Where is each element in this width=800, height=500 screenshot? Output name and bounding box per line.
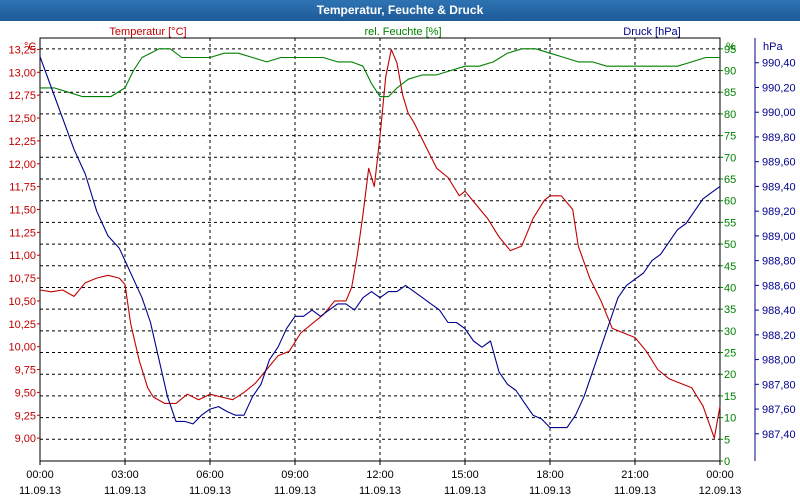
x-tick-time: 00:00 [706,469,734,481]
humidity-unit-label: % [726,41,736,53]
humidity-tick-label: 95 [724,44,736,56]
temperature-tick-label: 11,00 [9,250,36,262]
humidity-tick-label: 85 [724,87,736,99]
pressure-tick-label: 987,40 [762,429,796,441]
temperature-tick-label: 12,25 [8,136,36,148]
x-tick-date: 11.09.13 [614,485,656,497]
temperature-tick-label: 13,25 [8,44,36,56]
pressure-tick-label: 989,80 [762,132,796,144]
humidity-tick-label: 30 [724,326,736,338]
humidity-legend: rel. Feuchte [%] [364,26,441,38]
humidity-tick-label: 60 [724,196,736,208]
humidity-tick-label: 20 [724,369,736,381]
temperature-series-line [39,48,721,439]
humidity-series-line [40,48,720,98]
x-tick-date: 11.09.13 [359,485,401,497]
humidity-tick-label: 50 [724,239,736,251]
temperature-tick-label: 9,75 [15,365,36,377]
x-tick-date: 11.09.13 [189,485,231,497]
humidity-tick-label: 35 [724,304,736,316]
x-tick-time: 03:00 [111,469,139,481]
x-tick-time: 15:00 [451,469,479,481]
x-tick-time: 06:00 [196,469,224,481]
humidity-tick-label: 55 [724,217,736,229]
x-tick-time: 00:00 [26,469,54,481]
pressure-tick-label: 988,80 [762,256,796,268]
x-tick-time: 12:00 [366,469,394,481]
pressure-tick-label: 990,40 [762,58,796,70]
humidity-tick-label: 5 [724,434,730,446]
temperature-tick-label: 10,25 [8,319,36,331]
temperature-tick-label: 10,75 [8,273,36,285]
temperature-tick-label: 12,00 [8,159,36,171]
temperature-tick-label: 10,00 [8,342,36,354]
pressure-tick-label: 988,60 [762,280,796,292]
humidity-tick-label: 0 [724,456,730,468]
x-tick-date: 11.09.13 [19,485,61,497]
temperature-tick-label: 11,75 [9,182,36,194]
line-chart: 13,25 13,00 12,75 12,50 12,25 12,00 11,75 11,50… [8,26,796,497]
temperature-unit-label: °C [24,41,36,53]
humidity-tick-label: 45 [724,261,736,273]
humidity-tick-label: 10 [724,413,736,425]
humidity-tick-label: 15 [724,391,736,403]
pressure-tick-label: 989,00 [762,231,796,243]
pressure-tick-label: 989,40 [762,181,796,193]
pressure-tick-label: 987,80 [762,379,796,391]
x-tick-time: 18:00 [536,469,564,481]
pressure-series-line [39,56,721,429]
grid-lines [40,38,720,461]
pressure-tick-label: 989,20 [762,206,796,218]
temperature-tick-label: 12,50 [8,113,36,125]
temperature-tick-label: 12,75 [8,90,36,102]
pressure-unit-label: hPa [763,41,783,53]
temperature-tick-label: 9,00 [15,433,36,445]
pressure-tick-label: 987,60 [762,404,796,416]
humidity-tick-label: 25 [724,348,736,360]
humidity-tick-label: 75 [724,131,736,143]
pressure-axis-ticks: 990,40 990,20 990,00 989,80 989,60 989,40 989,… [754,38,796,461]
pressure-tick-label: 988,00 [762,355,796,367]
temperature-axis-ticks: 13,25 13,00 12,75 12,50 12,25 12,00 11,75 11,50… [8,44,40,445]
x-tick-date: 11.09.13 [444,485,486,497]
pressure-tick-label: 988,20 [762,330,796,342]
humidity-tick-label: 90 [724,66,736,78]
temperature-tick-label: 9,25 [15,410,36,422]
pressure-tick-label: 988,40 [762,305,796,317]
x-tick-date: 11.09.13 [104,485,146,497]
temperature-tick-label: 11,25 [9,227,36,239]
x-tick-time: 09:00 [281,469,309,481]
x-tick-date: 11.09.13 [274,485,316,497]
temperature-tick-label: 9,50 [15,387,36,399]
x-tick-time: 21:00 [621,469,649,481]
temperature-tick-label: 13,00 [8,67,36,79]
series-group [39,48,721,439]
x-tick-date: 12.09.13 [699,485,742,497]
pressure-tick-label: 990,00 [762,107,796,119]
pressure-legend: Druck [hPa] [623,26,680,38]
x-tick-date: 11.09.13 [529,485,571,497]
temperature-tick-label: 11,50 [9,204,36,216]
x-axis-ticks: 00:00 11.09.13 03:00 11.09.13 06:00 11.09.13 0… [19,461,741,497]
humidity-tick-label: 80 [724,109,736,121]
pressure-tick-label: 990,20 [762,82,796,94]
window-title: Temperatur, Feuchte & Druck [0,0,800,21]
temperature-tick-label: 10,50 [8,296,36,308]
humidity-tick-label: 40 [724,282,736,294]
pressure-tick-label: 989,60 [762,157,796,169]
humidity-tick-label: 65 [724,174,736,186]
humidity-tick-label: 70 [724,152,736,164]
temperature-legend: Temperatur [°C] [109,26,186,38]
